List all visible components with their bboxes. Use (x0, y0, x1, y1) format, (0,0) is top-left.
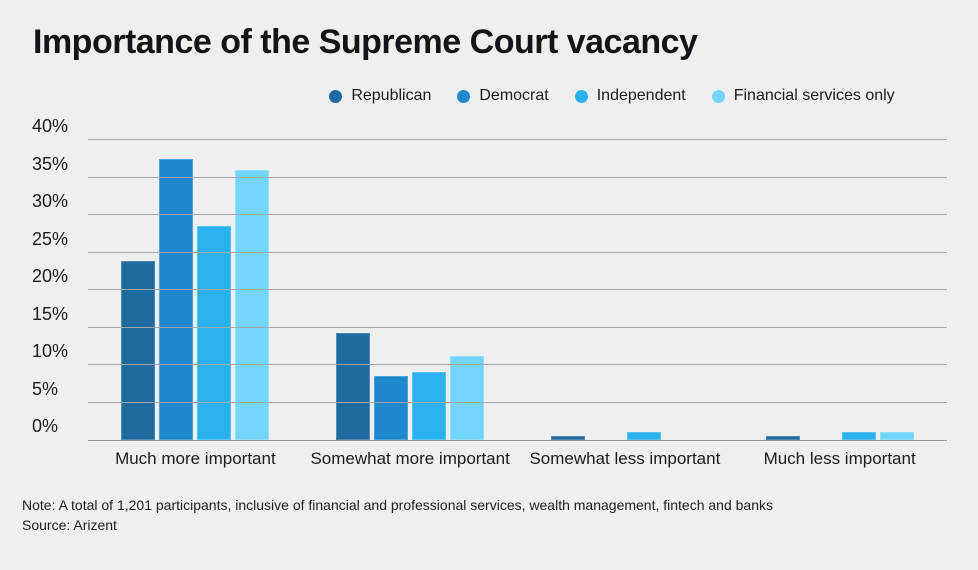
x-axis-category-label: Much more important (115, 449, 276, 468)
gridline (88, 326, 947, 328)
bar (197, 226, 232, 440)
bar (121, 261, 156, 440)
bar (550, 436, 585, 440)
x-axis-category-label: Somewhat more important (310, 449, 510, 468)
bar (841, 432, 876, 440)
x-axis-labels: Much more important Somewhat more importa… (88, 449, 947, 469)
bar (626, 432, 661, 440)
gridline (88, 401, 947, 403)
y-axis-tick-label: 30% (32, 191, 69, 211)
legend-dot-icon (574, 89, 588, 103)
gridline (88, 364, 947, 365)
y-axis-tick-label: 25% (32, 228, 69, 249)
legend-item: Independent (574, 87, 686, 105)
bar-group (303, 140, 518, 440)
y-axis-tick-label: 20% (32, 266, 69, 286)
bar (412, 372, 447, 440)
bar (374, 376, 409, 440)
y-axis-tick-label: 15% (32, 303, 69, 324)
y-axis-tick-label: 35% (32, 153, 69, 174)
bar (159, 159, 194, 440)
legend-item: Democrat (457, 87, 549, 105)
note-text: Note: A total of 1,201 participants, inc… (22, 497, 773, 513)
x-axis-category-label: Somewhat less important (529, 449, 721, 468)
y-axis-tick-label: 10% (32, 341, 69, 361)
bar (450, 356, 485, 440)
y-axis-tick-label: 0% (32, 416, 59, 436)
gridline (88, 176, 947, 178)
bar (765, 436, 800, 440)
gridline (88, 251, 947, 253)
legend-dot-icon (457, 89, 471, 103)
legend: Republican Democrat Independent Financial s… (0, 86, 978, 106)
gridline (88, 289, 947, 290)
legend-label: Independent (596, 87, 686, 104)
y-axis-tick-label: 40% (32, 116, 69, 136)
gridline (88, 139, 947, 140)
footnotes: Note: A total of 1,201 participants, inc… (22, 495, 978, 535)
legend-dot-icon (711, 89, 725, 103)
gridline (88, 214, 947, 215)
bar (336, 333, 371, 440)
bar-group (518, 140, 733, 440)
legend-item: Republican (329, 87, 431, 105)
bar (235, 170, 270, 440)
legend-label: Republican (351, 87, 432, 104)
bar-group (732, 140, 947, 440)
legend-label: Financial services only (733, 87, 895, 104)
source-text: Source: Arizent (22, 517, 117, 533)
y-axis-tick-label: 5% (32, 378, 59, 399)
x-axis-category-label: Much less important (763, 449, 916, 468)
bar (879, 432, 914, 440)
legend-item: Financial services only (711, 87, 895, 105)
bar-groups (88, 140, 947, 440)
plot-area: 0% 5% 10% 15% 20% 25% 30% 35% 40% (32, 117, 947, 441)
legend-label: Democrat (479, 87, 549, 104)
legend-dot-icon (329, 89, 343, 103)
chart-title: Importance of the Supreme Court vacancy (33, 23, 698, 61)
bar-group (88, 140, 303, 440)
